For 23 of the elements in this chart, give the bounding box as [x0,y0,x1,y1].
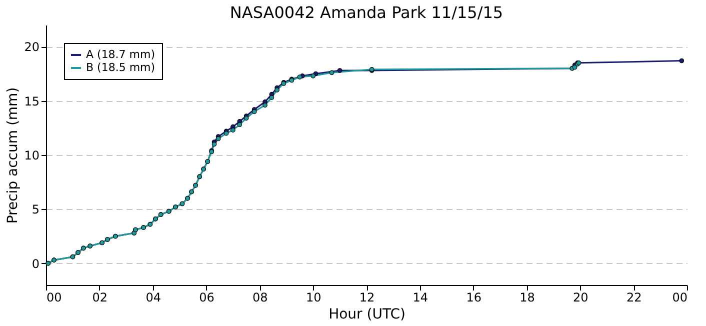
x-tick-label: 10 [306,290,322,304]
x-axis-title: Hour (UTC) [328,306,406,322]
y-tick-label: 5 [32,202,40,217]
legend-label: A (18.7 mm) [86,48,156,61]
x-tick-label: 04 [146,290,161,304]
y-axis-title: Precip accum (mm) [5,87,22,224]
y-tick-label: 15 [24,94,40,108]
x-tick-label: 00 [46,290,62,304]
x-tick-label: 08 [252,290,268,304]
y-tick-label: 10 [24,148,40,162]
y-tick-label: 0 [32,256,40,271]
legend-label: B (18.5 mm) [86,61,156,74]
x-tick-label: 06 [199,290,214,304]
x-tick-label: 12 [359,290,375,304]
x-tick-label: 18 [520,290,535,304]
x-tick-label: 22 [626,290,642,304]
x-tick-label: 16 [466,290,482,304]
x-tick-label: 20 [573,290,588,304]
x-tick-label: 02 [92,290,108,304]
chart-title: NASA0042 Amanda Park 11/15/15 [230,3,504,22]
x-tick-label: 00 [672,290,688,304]
x-tick-label: 14 [412,290,428,304]
y-tick-label: 20 [24,40,40,54]
